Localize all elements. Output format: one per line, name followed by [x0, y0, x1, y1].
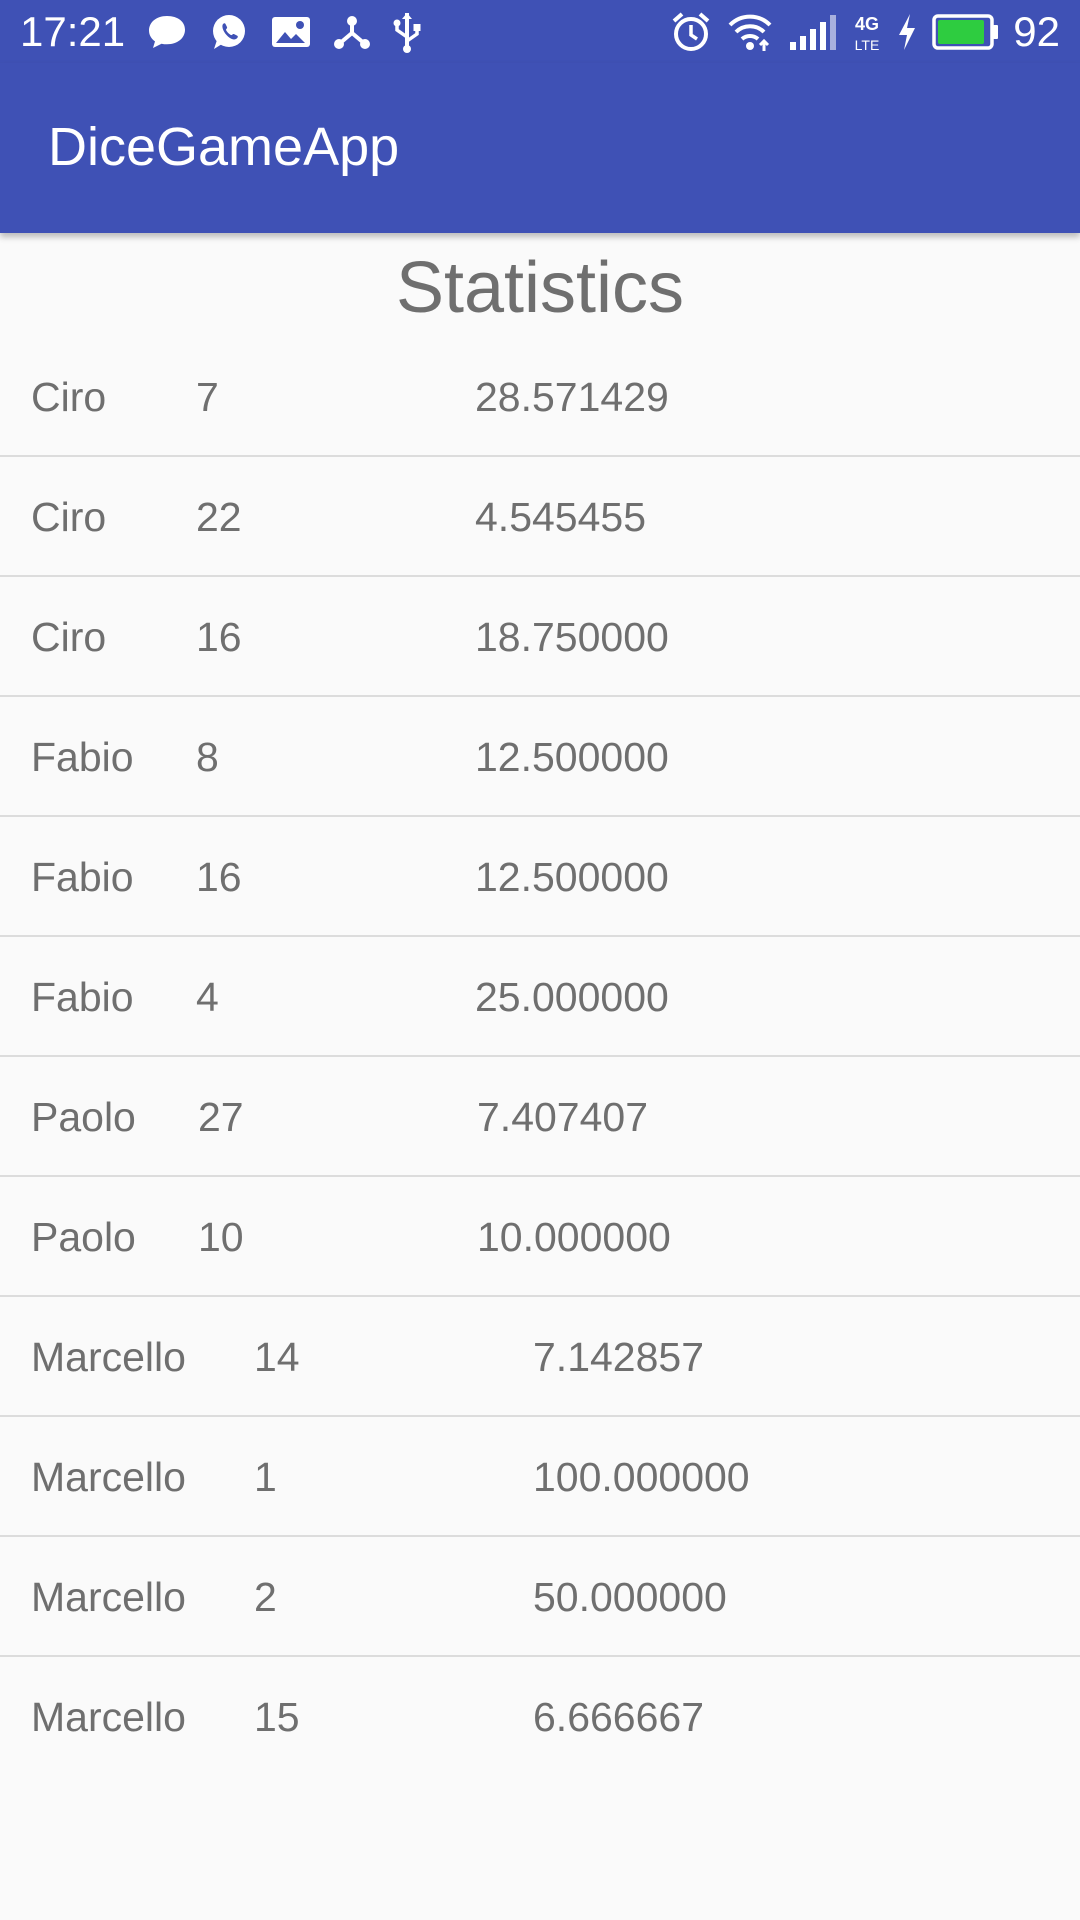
list-item[interactable]: Ciro 16 18.750000 — [0, 577, 1080, 697]
player-name: Fabio — [31, 974, 134, 1020]
player-name: Marcello — [31, 1694, 186, 1740]
player-name: Marcello — [31, 1574, 186, 1620]
player-percent: 10.000000 — [477, 1214, 671, 1260]
status-time: 17:21 — [20, 8, 126, 55]
player-percent: 6.666667 — [533, 1694, 705, 1740]
player-percent: 28.571429 — [475, 374, 669, 420]
player-percent: 12.500000 — [475, 854, 669, 900]
app-bar: DiceGameApp — [0, 63, 1080, 233]
list-item[interactable]: Ciro 7 28.571429 — [0, 337, 1080, 457]
player-percent: 18.750000 — [475, 614, 669, 660]
player-name: Ciro — [31, 494, 107, 540]
network-sublabel: LTE — [855, 37, 880, 53]
player-percent: 7.142857 — [533, 1334, 705, 1380]
player-score: 15 — [254, 1694, 300, 1740]
list-item[interactable]: Marcello 14 7.142857 — [0, 1297, 1080, 1417]
player-name: Fabio — [31, 734, 134, 780]
4g-lte-icon: 4G LTE — [852, 10, 882, 54]
player-score: 27 — [198, 1094, 244, 1140]
status-right-icons: 4G LTE — [670, 10, 1000, 54]
chat-bubble-icon — [146, 12, 188, 52]
player-score: 16 — [196, 854, 242, 900]
share-nodes-icon — [332, 12, 372, 52]
usb-icon — [392, 11, 422, 53]
statistics-list[interactable]: Ciro 7 28.571429 Ciro 22 4.545455 Ciro 1… — [0, 337, 1080, 1775]
player-score: 10 — [198, 1214, 244, 1260]
player-percent: 100.000000 — [533, 1454, 750, 1500]
player-score: 14 — [254, 1334, 300, 1380]
player-score: 2 — [254, 1574, 277, 1620]
alarm-icon — [670, 11, 712, 53]
list-item[interactable]: Marcello 1 100.000000 — [0, 1417, 1080, 1537]
list-item[interactable]: Marcello 2 50.000000 — [0, 1537, 1080, 1657]
battery-percent: 92 — [1013, 8, 1060, 55]
player-name: Paolo — [31, 1094, 136, 1140]
battery-level-fill — [938, 20, 984, 44]
status-bar: 17:21 — [0, 0, 1080, 63]
player-name: Ciro — [31, 614, 107, 660]
page-title: Statistics — [395, 248, 685, 328]
player-percent: 12.500000 — [475, 734, 669, 780]
signal-icon — [788, 12, 838, 52]
player-percent: 25.000000 — [475, 974, 669, 1020]
image-message-icon — [270, 13, 312, 51]
status-left-icons — [146, 10, 422, 54]
player-score: 1 — [254, 1454, 277, 1500]
list-item[interactable]: Paolo 27 7.407407 — [0, 1057, 1080, 1177]
player-score: 7 — [196, 374, 219, 420]
player-name: Marcello — [31, 1334, 186, 1380]
player-name: Paolo — [31, 1214, 136, 1260]
whatsapp-icon — [208, 11, 250, 53]
list-item[interactable]: Fabio 16 12.500000 — [0, 817, 1080, 937]
player-percent: 7.407407 — [477, 1094, 649, 1140]
network-label: 4G — [855, 14, 879, 34]
player-name: Marcello — [31, 1454, 186, 1500]
player-name: Fabio — [31, 854, 134, 900]
list-item[interactable]: Marcello 15 6.666667 — [0, 1657, 1080, 1775]
battery-icon — [932, 12, 1000, 52]
list-item[interactable]: Paolo 10 10.000000 — [0, 1177, 1080, 1297]
list-item[interactable]: Fabio 4 25.000000 — [0, 937, 1080, 1057]
player-score: 8 — [196, 734, 219, 780]
list-item[interactable]: Fabio 8 12.500000 — [0, 697, 1080, 817]
player-score: 4 — [196, 974, 219, 1020]
charging-icon — [896, 12, 918, 52]
player-name: Ciro — [31, 374, 107, 420]
app-title: DiceGameApp — [48, 117, 400, 177]
player-percent: 50.000000 — [533, 1574, 727, 1620]
list-item[interactable]: Ciro 22 4.545455 — [0, 457, 1080, 577]
player-percent: 4.545455 — [475, 494, 647, 540]
wifi-icon — [726, 11, 774, 53]
player-score: 16 — [196, 614, 242, 660]
player-score: 22 — [196, 494, 242, 540]
